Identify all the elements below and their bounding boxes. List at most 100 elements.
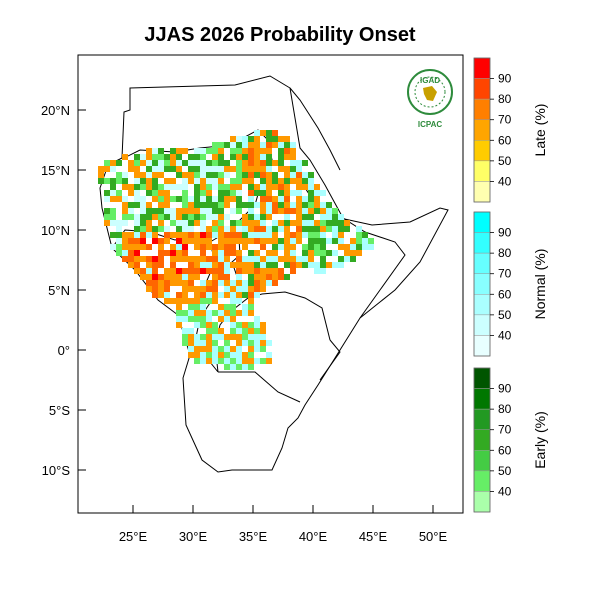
grid-cell bbox=[266, 196, 272, 202]
grid-cell bbox=[260, 328, 266, 334]
grid-cell bbox=[200, 238, 206, 244]
grid-cell bbox=[182, 268, 188, 274]
grid-cell bbox=[254, 166, 260, 172]
grid-cell bbox=[248, 208, 254, 214]
grid-cell bbox=[284, 184, 290, 190]
grid-cell bbox=[140, 196, 146, 202]
grid-cell bbox=[230, 196, 236, 202]
grid-cell bbox=[170, 178, 176, 184]
grid-cell bbox=[266, 238, 272, 244]
grid-cell bbox=[236, 262, 242, 268]
grid-cell bbox=[302, 184, 308, 190]
grid-cell bbox=[152, 148, 158, 154]
grid-cell bbox=[176, 172, 182, 178]
grid-cell bbox=[230, 142, 236, 148]
grid-cell bbox=[242, 148, 248, 154]
grid-cell bbox=[326, 250, 332, 256]
grid-cell bbox=[140, 202, 146, 208]
grid-cell bbox=[122, 196, 128, 202]
legend-late-swatch bbox=[473, 140, 491, 162]
grid-cell bbox=[200, 178, 206, 184]
grid-cell bbox=[224, 310, 230, 316]
grid-cell bbox=[266, 226, 272, 232]
grid-cell bbox=[230, 322, 236, 328]
grid-cell bbox=[254, 220, 260, 226]
grid-cell bbox=[176, 316, 182, 322]
grid-cell bbox=[224, 340, 230, 346]
grid-cell bbox=[164, 178, 170, 184]
grid-cell bbox=[236, 172, 242, 178]
grid-cell bbox=[290, 256, 296, 262]
grid-cell bbox=[278, 274, 284, 280]
grid-cell bbox=[194, 358, 200, 364]
grid-cell bbox=[242, 226, 248, 232]
grid-cell bbox=[272, 142, 278, 148]
grid-cell bbox=[164, 214, 170, 220]
grid-cell bbox=[200, 226, 206, 232]
grid-cell bbox=[308, 250, 314, 256]
grid-cell bbox=[170, 250, 176, 256]
grid-cell bbox=[200, 304, 206, 310]
grid-cell bbox=[116, 196, 122, 202]
grid-cell bbox=[212, 172, 218, 178]
grid-cell bbox=[254, 148, 260, 154]
legend-tick-label: 60 bbox=[498, 287, 512, 301]
grid-cell bbox=[248, 352, 254, 358]
lat-tick-label: 5°N bbox=[48, 283, 70, 298]
legend-tick-label: 90 bbox=[498, 382, 512, 396]
grid-cell bbox=[236, 352, 242, 358]
grid-cell bbox=[284, 154, 290, 160]
grid-cell bbox=[248, 274, 254, 280]
grid-cell bbox=[320, 202, 326, 208]
grid-cell bbox=[296, 214, 302, 220]
grid-cell bbox=[236, 184, 242, 190]
grid-cell bbox=[248, 364, 254, 370]
grid-cell bbox=[218, 172, 224, 178]
grid-cell bbox=[170, 232, 176, 238]
grid-cell bbox=[200, 190, 206, 196]
grid-cell bbox=[344, 250, 350, 256]
grid-cell bbox=[248, 184, 254, 190]
grid-cell bbox=[278, 244, 284, 250]
grid-cell bbox=[170, 244, 176, 250]
legend-normal-swatch bbox=[473, 314, 491, 336]
grid-cell bbox=[224, 256, 230, 262]
grid-cell bbox=[266, 280, 272, 286]
grid-cell bbox=[236, 298, 242, 304]
grid-cell bbox=[296, 238, 302, 244]
grid-cell bbox=[158, 238, 164, 244]
grid-cell bbox=[242, 262, 248, 268]
grid-cell bbox=[302, 202, 308, 208]
grid-cell bbox=[248, 214, 254, 220]
grid-cell bbox=[248, 358, 254, 364]
grid-cell bbox=[308, 190, 314, 196]
grid-cell bbox=[176, 292, 182, 298]
grid-cell bbox=[200, 256, 206, 262]
grid-cell bbox=[224, 334, 230, 340]
grid-cell bbox=[224, 352, 230, 358]
grid-cell bbox=[248, 160, 254, 166]
grid-cell bbox=[254, 340, 260, 346]
grid-cell bbox=[140, 208, 146, 214]
grid-cell bbox=[182, 334, 188, 340]
grid-cell bbox=[194, 190, 200, 196]
grid-cell bbox=[338, 256, 344, 262]
grid-cell bbox=[224, 160, 230, 166]
grid-cell bbox=[218, 238, 224, 244]
grid-cell bbox=[164, 292, 170, 298]
grid-cell bbox=[194, 238, 200, 244]
grid-cell bbox=[212, 322, 218, 328]
grid-cell bbox=[164, 154, 170, 160]
grid-cell bbox=[104, 208, 110, 214]
grid-cell bbox=[248, 292, 254, 298]
grid-cell bbox=[338, 232, 344, 238]
grid-cell bbox=[266, 274, 272, 280]
grid-cell bbox=[278, 202, 284, 208]
grid-cell bbox=[356, 238, 362, 244]
grid-cell bbox=[176, 250, 182, 256]
grid-cell bbox=[236, 136, 242, 142]
grid-cell bbox=[260, 208, 266, 214]
grid-cell bbox=[200, 184, 206, 190]
grid-cell bbox=[134, 250, 140, 256]
lat-tick-label: 20°N bbox=[41, 103, 70, 118]
